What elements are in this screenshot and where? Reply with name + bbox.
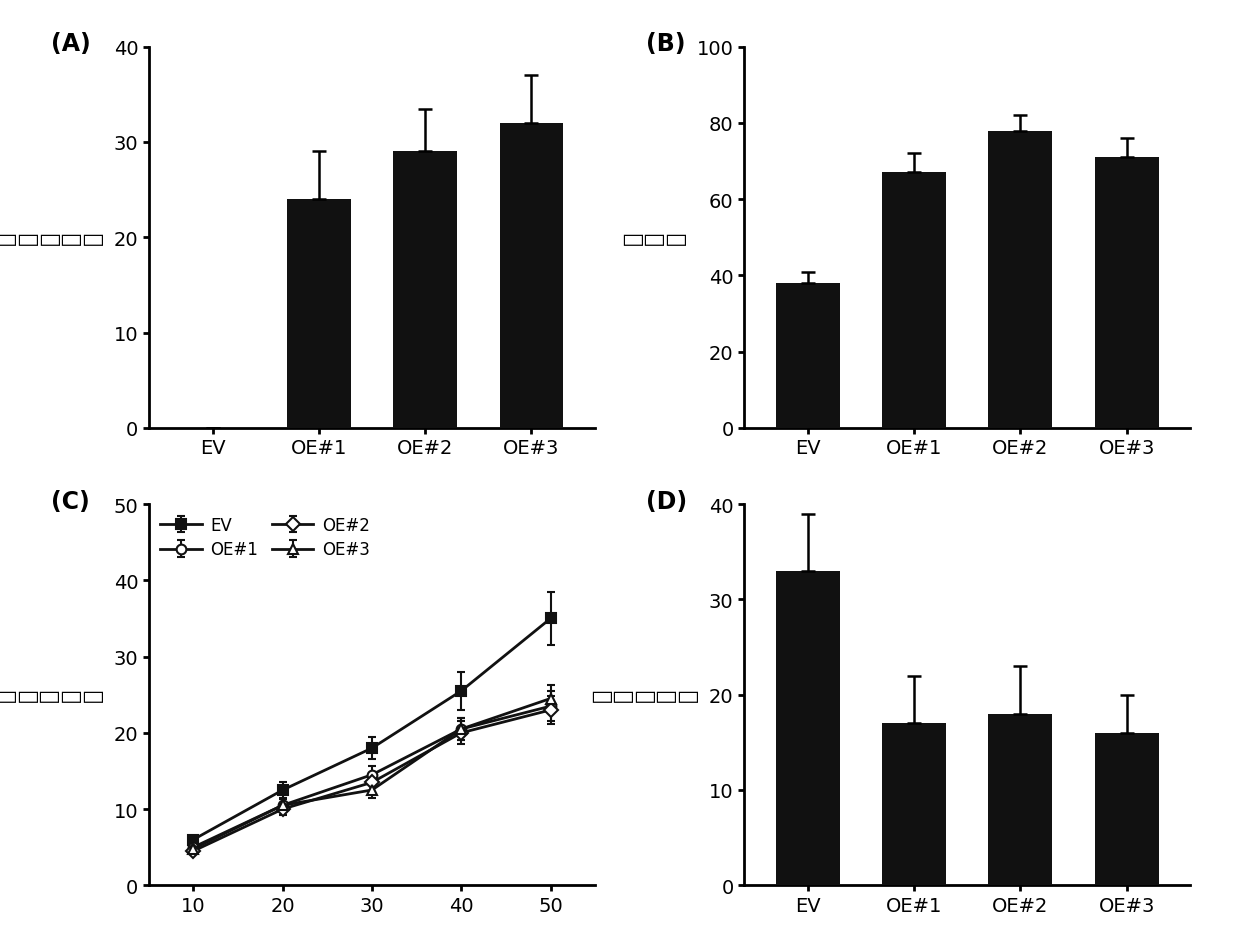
Text: (B): (B) xyxy=(646,32,686,56)
Legend: EV, OE#1, OE#2, OE#3: EV, OE#1, OE#2, OE#3 xyxy=(157,513,373,563)
Bar xyxy=(988,131,1053,428)
Y-axis label: 叶
片
相
对
失
水
率: 叶 片 相 对 失 水 率 xyxy=(0,688,103,702)
Bar xyxy=(500,124,563,428)
Y-axis label: 基
因
相
对
表
达
量: 基 因 相 对 表 达 量 xyxy=(0,231,103,245)
Y-axis label: 相
对
电
导
率: 相 对 电 导 率 xyxy=(591,688,698,702)
Bar xyxy=(776,571,839,885)
Bar xyxy=(776,284,839,428)
Text: (D): (D) xyxy=(646,489,687,513)
Text: (A): (A) xyxy=(51,32,91,56)
Bar xyxy=(1095,733,1158,885)
Bar xyxy=(882,173,946,428)
Text: (C): (C) xyxy=(51,489,89,513)
Y-axis label: 存
活
率: 存 活 率 xyxy=(622,231,686,245)
Bar xyxy=(393,152,458,428)
Bar xyxy=(882,724,946,885)
Bar xyxy=(1095,158,1158,428)
Bar xyxy=(286,200,351,428)
Bar xyxy=(988,714,1053,885)
